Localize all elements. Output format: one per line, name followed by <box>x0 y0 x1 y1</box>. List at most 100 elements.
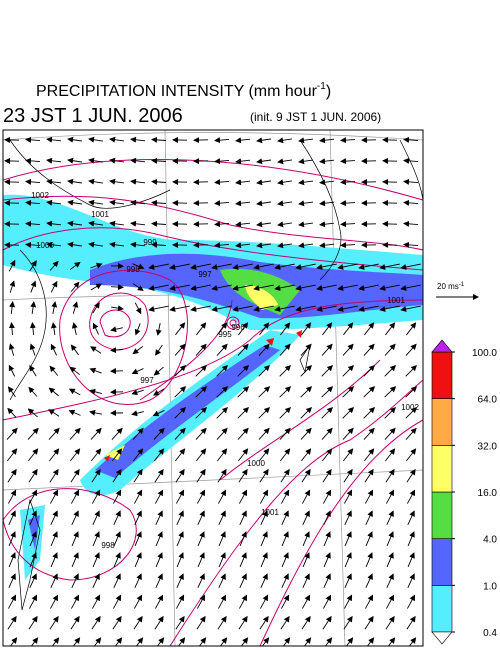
wind-arrow <box>239 594 248 609</box>
colorbar-tick-label: 16.0 <box>478 488 498 499</box>
wind-arrow <box>219 637 228 646</box>
wind-arrow <box>8 552 16 568</box>
wind-arrow <box>386 510 394 525</box>
wind-arrow <box>135 637 144 646</box>
wind-arrow <box>238 322 249 336</box>
wind-arrow <box>322 468 332 483</box>
colorbar-bin <box>431 398 453 446</box>
wind-arrow <box>214 200 230 207</box>
wind-arrow <box>403 136 419 143</box>
wind-arrow <box>29 510 37 525</box>
wind-arrow <box>30 301 37 315</box>
wind-arrow <box>114 637 123 646</box>
wind-arrow <box>48 387 59 397</box>
wind-arrow <box>110 284 124 291</box>
wind-arrow <box>277 221 292 228</box>
colorbar-bin <box>431 585 453 633</box>
wind-arrow <box>237 364 249 377</box>
wind-arrow <box>321 386 334 398</box>
wind-arrow <box>218 573 226 588</box>
wind-arrow <box>386 489 395 504</box>
wind-arrow <box>343 615 353 630</box>
wind-arrow <box>112 468 122 483</box>
wind-arrow <box>232 263 253 270</box>
wind-arrow <box>113 573 121 588</box>
wind-arrow <box>28 448 39 462</box>
wind-arrow <box>134 573 142 588</box>
wind-arrow <box>384 427 396 440</box>
wind-arrow <box>218 489 227 504</box>
wind-arrow <box>113 531 121 547</box>
wind-arrow <box>174 343 186 356</box>
wind-arrow <box>281 594 290 609</box>
wind-arrow <box>337 284 358 291</box>
isobar-label: 1001 <box>91 210 109 219</box>
wind-arrow <box>134 531 142 547</box>
wind-arrow <box>379 305 400 312</box>
wind-arrow <box>364 448 375 462</box>
wind-arrow <box>197 510 205 525</box>
wind-arrow <box>9 280 16 293</box>
wind-arrow <box>46 178 62 185</box>
wind-arrow <box>174 427 186 440</box>
wind-arrow <box>196 448 207 462</box>
wind-arrow <box>88 199 103 206</box>
wind-arrow <box>240 637 249 646</box>
wind-arrow <box>29 343 36 356</box>
colorbar-tick-label: 32.0 <box>478 441 498 452</box>
wind-arrow <box>298 179 313 186</box>
wind-arrow <box>344 531 352 547</box>
wind-arrow <box>216 343 228 356</box>
wind-arrow <box>365 552 373 568</box>
wind-arrow <box>379 263 400 270</box>
valid-time: 23 JST 1 JUN. 2006 <box>3 105 183 127</box>
wind-arrow <box>364 468 374 483</box>
wind-arrow <box>324 637 333 646</box>
wind-arrow <box>190 284 211 291</box>
wind-arrow <box>154 468 164 483</box>
wind-arrow <box>237 386 250 398</box>
wind-arrow <box>406 615 416 630</box>
colorbar-bin <box>431 491 453 539</box>
wind-arrow <box>109 136 124 143</box>
wind-arrow <box>8 322 15 336</box>
wind-arrow <box>132 345 144 355</box>
wind-arrow <box>131 389 144 396</box>
wind-arrow <box>277 200 292 207</box>
wind-arrow <box>133 468 143 483</box>
wind-arrow <box>282 637 291 646</box>
wind-arrow <box>405 343 417 356</box>
wind-arrow <box>176 510 184 525</box>
wind-arrow <box>156 637 165 646</box>
wind-arrow <box>153 366 164 376</box>
wind-arrow <box>176 552 184 568</box>
wind-arrow <box>151 199 167 206</box>
wind-arrow <box>405 427 417 440</box>
wind-arrow <box>7 448 18 462</box>
wind-arrow <box>72 637 81 646</box>
wind-arrow <box>8 489 17 504</box>
wind-arrow <box>72 301 79 314</box>
wind-arrow <box>91 448 102 462</box>
wind-arrow <box>261 637 270 646</box>
wind-arrow <box>342 427 354 440</box>
wind-scale: 20 ms-1 <box>436 282 479 300</box>
wind-arrow <box>51 301 58 314</box>
wind-arrow <box>295 284 316 291</box>
wind-arrow <box>50 510 58 525</box>
wind-arrow <box>253 284 274 291</box>
wind-arrow <box>132 283 144 292</box>
wind-arrow <box>177 637 186 646</box>
wind-arrow <box>155 531 163 547</box>
wind-arrow <box>151 178 167 185</box>
wind-arrow <box>405 406 418 419</box>
wind-arrow <box>384 343 396 356</box>
wind-arrow <box>131 410 144 417</box>
wind-arrow <box>50 343 58 356</box>
wind-arrow <box>113 489 122 504</box>
wind-arrow <box>301 322 312 336</box>
wind-arrow <box>174 386 187 398</box>
wind-arrow <box>216 364 228 377</box>
wind-arrow <box>8 573 16 588</box>
wind-arrow <box>281 510 289 525</box>
